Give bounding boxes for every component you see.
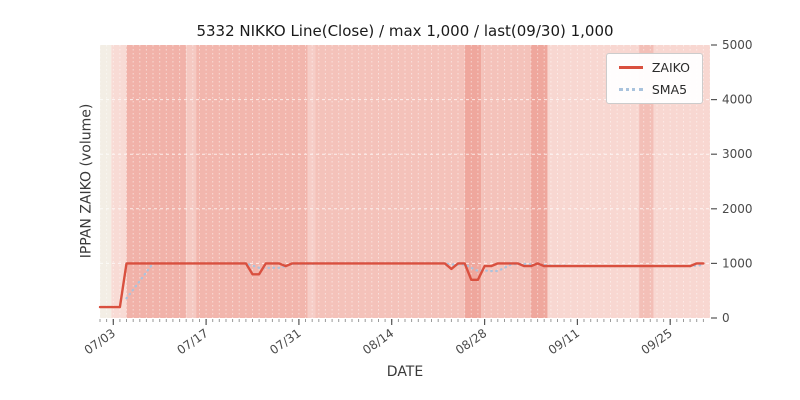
svg-text:4000: 4000 [722, 93, 753, 107]
chart-title: 5332 NIKKO Line(Close) / max 1,000 / las… [196, 22, 614, 40]
legend-label-sma5: SMA5 [651, 82, 688, 97]
legend: ZAIKO SMA5 [605, 53, 703, 104]
legend-item-zaiko: ZAIKO [618, 60, 690, 75]
gridlines [99, 45, 711, 318]
sma5-line-swatch [618, 88, 643, 91]
y-axis-label: IPPAN ZAIKO (volume) [78, 103, 95, 259]
zaiko-line [98, 262, 705, 309]
legend-label-zaiko: ZAIKO [651, 60, 690, 75]
svg-text:08/14: 08/14 [360, 326, 396, 357]
svg-text:09/11: 09/11 [546, 326, 582, 357]
x-tick-labels: 07/03 07/17 07/31 08/14 08/28 09/11 09/25 [82, 326, 675, 357]
svg-text:1000: 1000 [722, 256, 753, 270]
svg-text:2000: 2000 [722, 202, 753, 216]
svg-text:09/25: 09/25 [639, 326, 675, 357]
x-axis-label: DATE [386, 364, 424, 380]
svg-text:3000: 3000 [722, 147, 753, 161]
svg-text:07/17: 07/17 [174, 326, 210, 357]
zaiko-line-swatch [618, 66, 643, 69]
tick-marks [99, 44, 717, 325]
legend-item-sma5: SMA5 [618, 82, 690, 97]
svg-text:07/03: 07/03 [82, 326, 118, 357]
y-tick-labels: 0 1000 2000 3000 4000 5000 [722, 38, 753, 325]
svg-text:0: 0 [722, 311, 730, 325]
svg-text:07/31: 07/31 [267, 326, 303, 357]
svg-text:08/28: 08/28 [453, 326, 489, 357]
svg-text:5000: 5000 [722, 38, 753, 52]
